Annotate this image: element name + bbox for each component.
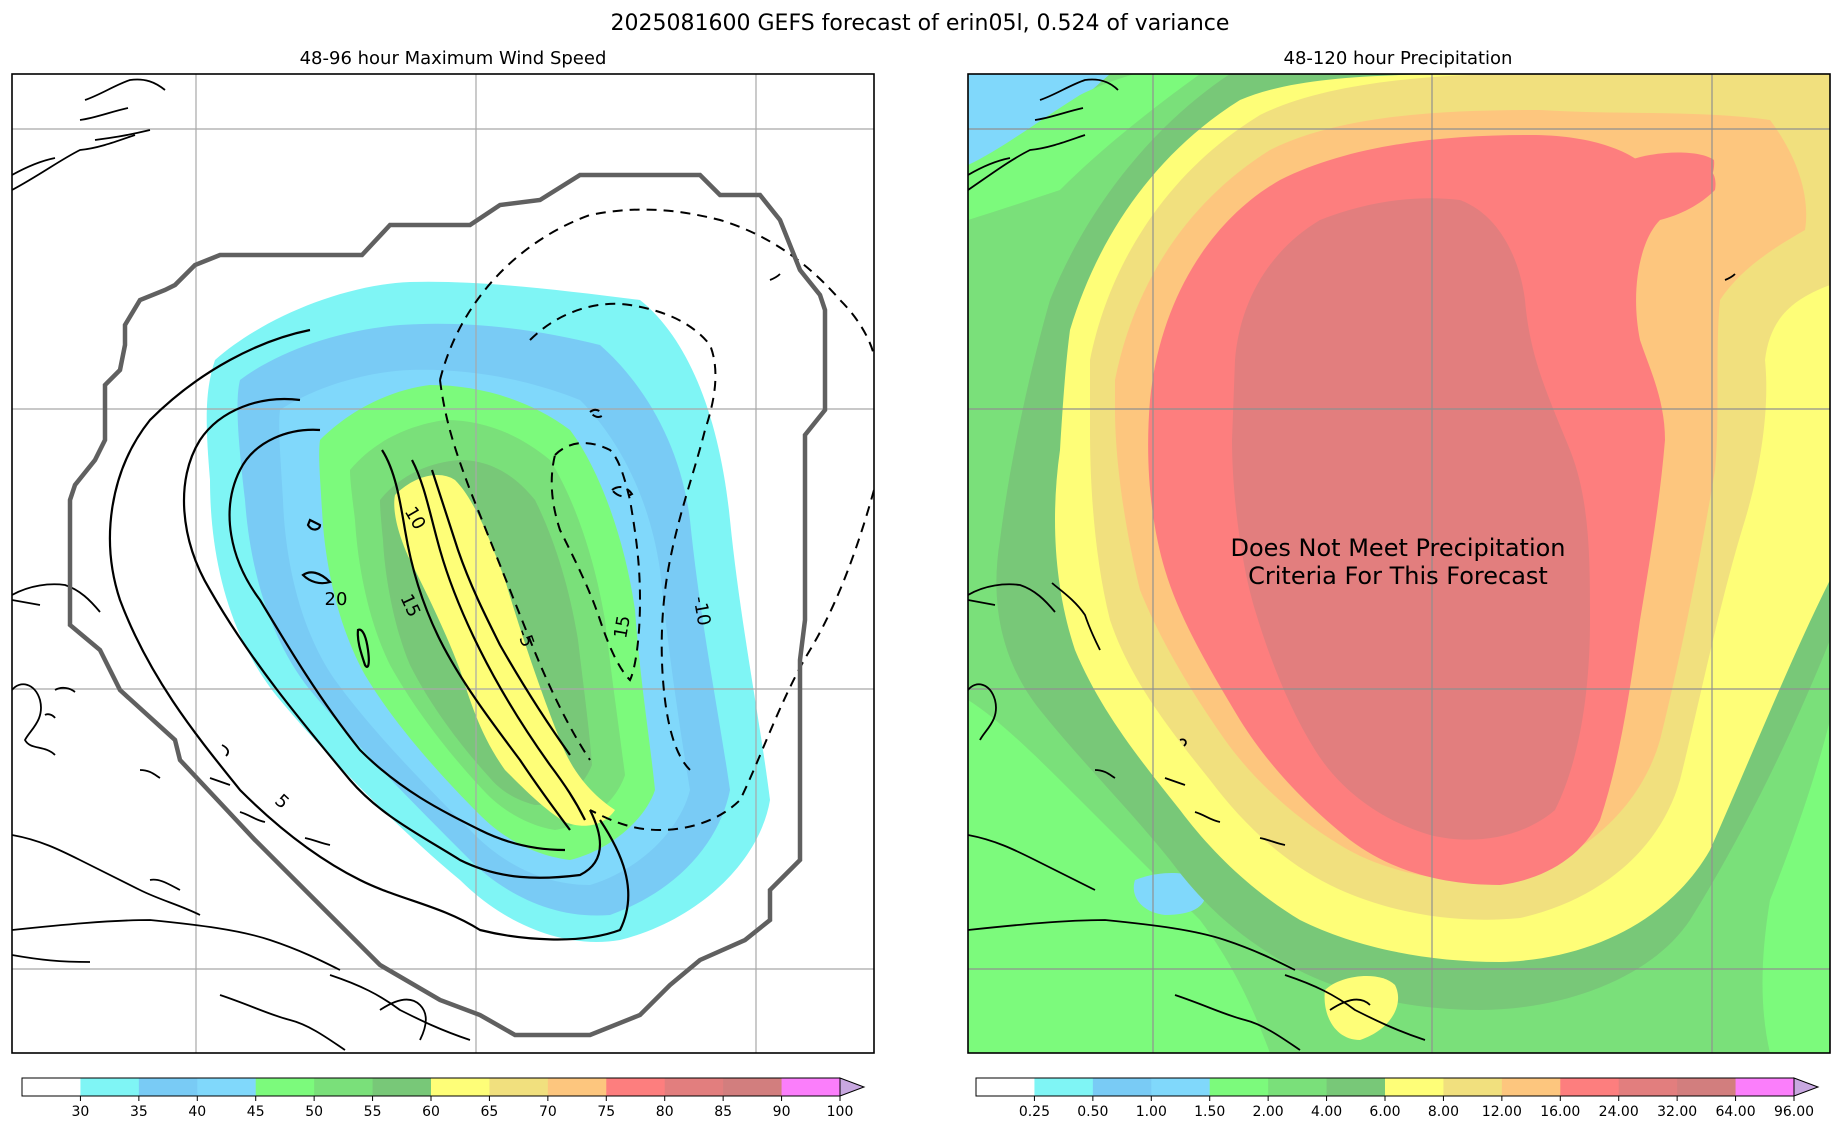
right-grid — [968, 74, 1830, 1053]
precip-criteria-note-line1: Does Not Meet Precipitation — [1230, 534, 1565, 562]
colorbar-tick-label: 55 — [364, 1104, 382, 1120]
colorbar-extend-arrow — [1793, 1077, 1820, 1097]
colorbar-swatch — [138, 1078, 198, 1096]
colorbar-swatch — [255, 1078, 315, 1096]
precip-fill-blue-blob — [1133, 873, 1206, 915]
colorbar-extend-arrow — [839, 1077, 866, 1097]
colorbar-tick-label: 45 — [247, 1104, 265, 1120]
colorbar-tick-label: 32.00 — [1657, 1104, 1697, 1120]
colorbar-swatch — [372, 1078, 432, 1096]
wind-map: 10 20 15 5 -5 15 -10 — [12, 74, 874, 1053]
colorbar-tick-label: 70 — [539, 1104, 557, 1120]
contour-label: -10 — [689, 595, 715, 628]
left-grid — [12, 74, 874, 1053]
right-colorbar: 0.25 0.50 1.00 1.50 2.00 4.00 6.00 8.00 12.00 16.… — [975, 1077, 1820, 1120]
left-coastlines — [12, 78, 781, 1051]
colorbar-swatch — [1034, 1078, 1094, 1096]
colorbar-tick-label: 8.00 — [1428, 1104, 1459, 1120]
colorbar-tick-label: 40 — [188, 1104, 206, 1120]
left-colorbar: 30 35 40 45 50 55 60 65 70 75 80 85 90 100 — [21, 1077, 866, 1120]
colorbar-tick-label: 1.50 — [1194, 1104, 1225, 1120]
precip-map: Does Not Meet Precipitation Criteria For… — [968, 74, 1830, 1053]
colorbar-swatch — [1385, 1078, 1444, 1096]
precip-fill-top-left-green — [968, 74, 1200, 220]
precip-fill-right-green — [1762, 720, 1830, 1053]
left-panel-title: 48-96 hour Maximum Wind Speed — [300, 48, 607, 69]
colorbar-tick-label: 90 — [773, 1104, 791, 1120]
wind-fill-60 — [394, 475, 615, 826]
colorbar-swatch — [1092, 1078, 1152, 1096]
colorbar-tick-label: 96.00 — [1774, 1104, 1814, 1120]
precip-fill-24-cap — [1630, 152, 1715, 202]
colorbar-tick-label: 12.00 — [1482, 1104, 1522, 1120]
colorbar-swatch — [80, 1078, 140, 1096]
colorbar-tick-label: 50 — [305, 1104, 323, 1120]
colorbar-swatch — [1151, 1078, 1211, 1096]
right-panel: 48-120 hour Precipitation — [967, 48, 1831, 1120]
colorbar-swatch — [431, 1078, 490, 1096]
wind-contours-solid — [108, 328, 630, 941]
precip-criteria-note-line2: Criteria For This Forecast — [1248, 562, 1548, 590]
colorbar-swatch — [1209, 1078, 1269, 1096]
colorbar-tick-label: 75 — [597, 1104, 615, 1120]
colorbar-tick-label: 6.00 — [1369, 1104, 1400, 1120]
colorbar-tick-label: 1.00 — [1136, 1104, 1167, 1120]
colorbar-swatch — [1326, 1078, 1386, 1096]
left-panel: 48-96 hour Maximum Wind Speed — [11, 48, 875, 1120]
colorbar-swatch — [1677, 1078, 1737, 1096]
colorbar-swatch — [976, 1078, 1035, 1096]
colorbar-tick-label: 35 — [130, 1104, 148, 1120]
colorbar-swatch — [781, 1078, 841, 1096]
colorbar-tick-label: 80 — [656, 1104, 674, 1120]
right-panel-title: 48-120 hour Precipitation — [1284, 48, 1513, 69]
colorbar-tick-label: 24.00 — [1599, 1104, 1639, 1120]
colorbar-tick-label: 30 — [72, 1104, 90, 1120]
colorbar-swatch — [1443, 1078, 1503, 1096]
colorbar-tick-label: 65 — [481, 1104, 499, 1120]
precip-fill-bottom-left — [968, 700, 1270, 1053]
figure-title: 2025081600 GEFS forecast of erin05l, 0.5… — [611, 11, 1230, 36]
colorbar-tick-label: 2.00 — [1253, 1104, 1284, 1120]
colorbar-tick-label: 4.00 — [1311, 1104, 1342, 1120]
contour-label: 20 — [325, 589, 348, 610]
precip-fill-bottom-yellow-blob — [1324, 975, 1399, 1040]
colorbar-swatch — [314, 1078, 374, 1096]
right-axes-frame — [967, 73, 1831, 1054]
colorbar-swatch — [1735, 1078, 1795, 1096]
colorbar-tick-label: 64.00 — [1716, 1104, 1756, 1120]
left-axes-frame — [11, 73, 875, 1054]
colorbar-swatch — [22, 1078, 81, 1096]
colorbar-swatch — [1501, 1078, 1561, 1096]
colorbar-tick-label: 100 — [827, 1104, 854, 1120]
contour-label: 15 — [610, 614, 635, 640]
colorbar-swatch — [197, 1078, 257, 1096]
colorbar-swatch — [606, 1078, 666, 1096]
region-outline — [67, 172, 828, 1038]
colorbar-tick-label: 0.50 — [1077, 1104, 1108, 1120]
wind-contours-dashed — [439, 208, 874, 832]
colorbar-tick-label: 0.25 — [1019, 1104, 1050, 1120]
colorbar-swatch — [664, 1078, 724, 1096]
colorbar-tick-label: 85 — [714, 1104, 732, 1120]
precip-fill-32 — [1232, 198, 1590, 840]
colorbar-swatch — [489, 1078, 549, 1096]
colorbar-swatch — [723, 1078, 783, 1096]
colorbar-swatch — [1560, 1078, 1620, 1096]
colorbar-swatch — [547, 1078, 607, 1096]
colorbar-swatch — [1268, 1078, 1328, 1096]
colorbar-tick-label: 60 — [422, 1104, 440, 1120]
colorbar-swatch — [1618, 1078, 1678, 1096]
right-coastlines — [968, 78, 1736, 1051]
colorbar-tick-label: 16.00 — [1540, 1104, 1580, 1120]
